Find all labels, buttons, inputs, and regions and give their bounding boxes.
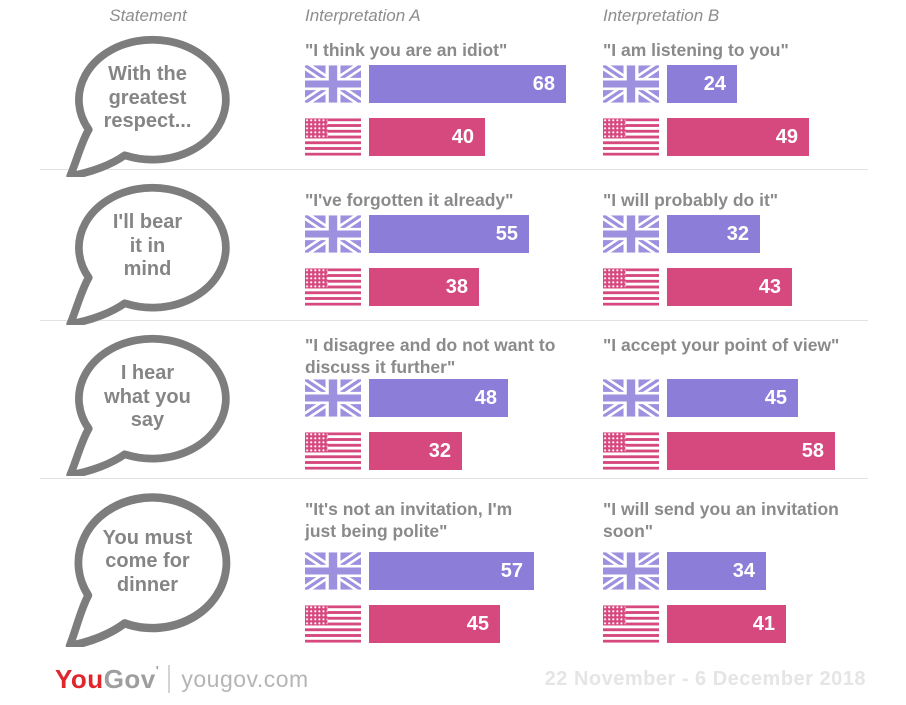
uk-flag-icon [603,552,659,590]
us-flag-icon [305,118,361,156]
uk-bar-row: 48 [305,379,603,417]
uk-bar-row: 32 [603,215,906,253]
speech-bubble: I'll bear it in mind [55,180,240,325]
uk-flag-icon [603,379,659,417]
uk-bar-row: 45 [603,379,906,417]
uk-bar: 45 [667,379,798,417]
us-bar-row: 49 [603,118,906,156]
uk-bar: 68 [369,65,566,103]
statement-cell: With the greatest respect... [40,40,305,177]
us-flag-icon [603,432,659,470]
statement-cell: You must come for dinner [40,499,305,659]
row-divider [40,320,868,321]
table-row: With the greatest respect... "I think yo… [0,28,906,169]
interpretation-a-cell: "I've forgotten it already" 55 38 [305,190,603,325]
uk-bar-row: 68 [305,65,603,103]
uk-flag-icon [305,379,361,417]
us-bar-row: 58 [603,432,906,470]
uk-bar-row: 24 [603,65,906,103]
statement-text: With the greatest respect... [103,63,192,133]
us-bar-row: 32 [305,432,603,470]
logo-trademark-tick: ' [155,663,160,678]
interpretation-b-cell: "I will send you an invitation soon" 34 … [603,499,906,659]
yougov-url: yougov.com [181,665,309,692]
fieldwork-dates: 22 November - 6 December 2018 [544,667,866,690]
uk-flag-icon [305,552,361,590]
interpretation-a-cell: "I think you are an idiot" 68 40 [305,40,603,177]
interpretation-a-quote: "I disagree and do not want to discuss i… [305,335,556,377]
interpretation-b-quote: "I will send you an invitation soon" [603,499,839,541]
interpretation-b-cell: "I accept your point of view" 45 58 [603,335,906,478]
statement-text: I'll bear it in mind [112,211,183,281]
us-bar-row: 45 [305,605,603,643]
statement-cell: I'll bear it in mind [40,190,305,325]
us-bar: 58 [667,432,835,470]
us-bar-row: 38 [305,268,603,306]
us-bar: 40 [369,118,485,156]
logo-you: You [55,664,104,694]
uk-bar: 55 [369,215,529,253]
uk-flag-icon [305,65,361,103]
interpretation-b-cell: "I am listening to you" 24 49 [603,40,906,177]
speech-bubble: With the greatest respect... [55,32,240,177]
statement-column-header: Statement [109,6,187,25]
interpretation-a-cell: "It's not an invitation, I'm just being … [305,499,603,659]
us-flag-icon [603,268,659,306]
uk-flag-icon [603,65,659,103]
us-bar: 49 [667,118,809,156]
us-bar-row: 41 [603,605,906,643]
interpretation-b-column-header: Interpretation B [603,6,720,25]
us-flag-icon [305,432,361,470]
interpretation-b-quote: "I am listening to you" [603,40,789,60]
us-bar: 38 [369,268,479,306]
speech-bubble: I hear what you say [55,331,240,476]
statement-text: I hear what you say [104,362,191,432]
uk-bar: 24 [667,65,737,103]
uk-bar: 32 [667,215,760,253]
us-bar: 43 [667,268,792,306]
table-row: You must come for dinner "It's not an in… [0,479,906,659]
interpretation-a-quote: "I've forgotten it already" [305,190,514,210]
uk-bar: 57 [369,552,534,590]
yougov-logo: YouGov' [55,663,159,695]
statement-text: You must come for dinner [102,526,193,596]
interpretation-a-cell: "I disagree and do not want to discuss i… [305,335,603,478]
row-divider [40,169,868,170]
statement-cell: I hear what you say [40,335,305,478]
us-bar-row: 43 [603,268,906,306]
interpretation-a-quote: "I think you are an idiot" [305,40,508,60]
us-bar: 41 [667,605,786,643]
interpretation-b-quote: "I accept your point of view" [603,335,840,355]
us-flag-icon [603,605,659,643]
interpretation-a-quote: "It's not an invitation, I'm just being … [305,499,513,541]
uk-bar-row: 34 [603,552,906,590]
uk-bar-row: 57 [305,552,603,590]
row-divider [40,478,868,479]
us-bar: 45 [369,605,500,643]
logo-gov: Gov [103,664,156,694]
us-flag-icon [305,605,361,643]
us-flag-icon [603,118,659,156]
speech-bubble: You must come for dinner [55,489,240,647]
us-bar: 32 [369,432,462,470]
table-row: I'll bear it in mind "I've forgotten it … [0,170,906,320]
uk-flag-icon [603,215,659,253]
uk-bar-row: 55 [305,215,603,253]
interpretation-b-quote: "I will probably do it" [603,190,779,210]
interpretation-b-cell: "I will probably do it" 32 43 [603,190,906,325]
footer-divider [168,665,171,693]
uk-bar: 48 [369,379,508,417]
us-bar-row: 40 [305,118,603,156]
column-headers: Statement Interpretation A Interpretatio… [0,0,906,28]
us-flag-icon [305,268,361,306]
uk-flag-icon [305,215,361,253]
footer: YouGov' yougov.com 22 November - 6 Decem… [0,659,906,705]
uk-bar: 34 [667,552,766,590]
interpretation-a-column-header: Interpretation A [305,6,421,25]
table-row: I hear what you say "I disagree and do n… [0,321,906,478]
